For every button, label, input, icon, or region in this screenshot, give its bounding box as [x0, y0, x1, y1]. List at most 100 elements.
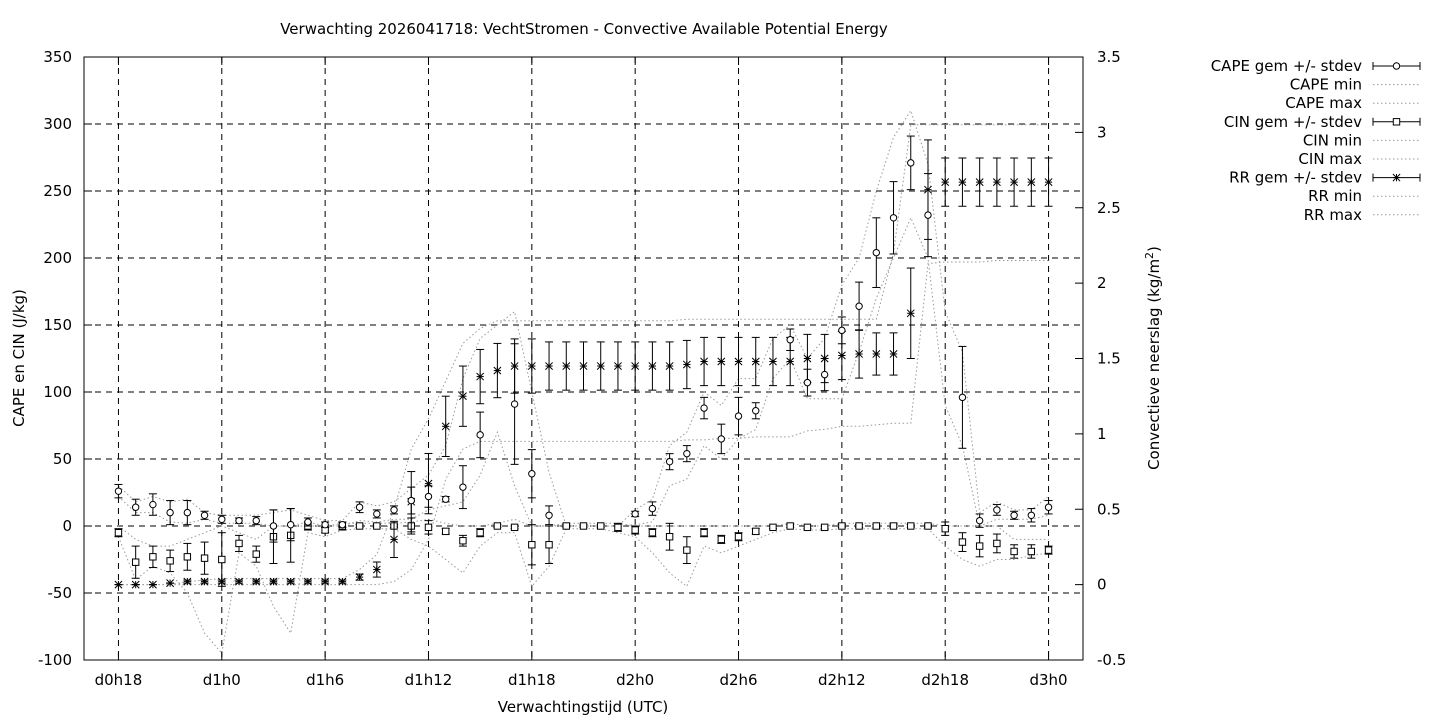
rr-point	[441, 395, 450, 457]
y-tick-label: 100	[43, 383, 72, 401]
cape-marker	[1044, 503, 1053, 511]
rr-marker	[200, 577, 209, 586]
rr-marker-d2	[786, 357, 795, 366]
cape-marker	[1010, 511, 1018, 519]
rr-marker	[992, 178, 1001, 187]
cape-point	[183, 500, 192, 526]
rr-marker-d2	[734, 357, 743, 366]
cin-marker	[218, 555, 226, 564]
cape-point	[751, 402, 760, 420]
cape-point	[820, 358, 829, 392]
cin-point	[562, 522, 571, 530]
rr-point	[527, 338, 536, 394]
rr-marker	[562, 362, 571, 370]
rr-point	[579, 341, 588, 391]
cape-point	[1010, 510, 1019, 520]
rr-marker-d2	[717, 357, 726, 366]
rr-marker-d2	[941, 178, 950, 187]
cin-marker	[1010, 547, 1018, 556]
cape-marker	[665, 457, 674, 466]
cape-marker	[252, 516, 260, 525]
rr-marker-d2	[527, 362, 536, 370]
x-tick-label: d2h0	[616, 671, 654, 689]
cin-marker	[424, 523, 433, 532]
rr-marker	[958, 178, 967, 187]
rr-marker	[1027, 178, 1036, 187]
cape-marker	[1027, 511, 1036, 519]
rr-marker-d2	[321, 577, 330, 586]
rr-point	[235, 577, 244, 586]
y-tick-label: -100	[38, 651, 72, 669]
cape-point	[424, 485, 433, 508]
rr-point	[648, 341, 657, 391]
cape-point	[286, 508, 295, 542]
rr-point	[545, 341, 554, 391]
cin-point	[372, 522, 381, 530]
rr-point	[872, 332, 881, 376]
cin-marker	[252, 550, 260, 558]
cin-point	[596, 522, 605, 530]
rr-marker-d2	[1044, 178, 1053, 187]
cape-marker	[975, 516, 984, 525]
cin-marker	[803, 523, 812, 532]
cin-point	[235, 534, 244, 552]
cape-point	[665, 453, 674, 471]
rr-marker	[889, 350, 898, 358]
y2-tick-label: 0	[1097, 576, 1107, 594]
cape-marker	[442, 495, 450, 503]
cape-marker	[407, 496, 415, 505]
cape-marker	[752, 407, 760, 415]
rr-point	[958, 157, 967, 207]
cin-marker	[493, 522, 502, 530]
cape-marker	[286, 520, 295, 529]
rr-marker-d2	[906, 309, 915, 318]
cape-point	[1044, 500, 1053, 515]
cin-point	[1010, 544, 1019, 559]
cin-marker	[820, 523, 829, 532]
cin-point	[1044, 545, 1053, 555]
rr-marker-d2	[769, 357, 777, 366]
rr-marker-d2	[269, 577, 278, 586]
legend-label: CAPE min	[1290, 76, 1362, 94]
rr-point	[355, 573, 364, 582]
cape-point	[631, 510, 640, 518]
y2-tick-label: 3.5	[1097, 48, 1121, 66]
cin-point	[803, 523, 812, 532]
y2-tick-label: 2	[1097, 274, 1107, 292]
y2-axis-label-sup: 2	[1143, 252, 1156, 259]
rr-marker	[235, 577, 243, 586]
rr-marker-d2	[286, 577, 295, 586]
legend-label: RR max	[1304, 206, 1362, 224]
cape-point	[889, 181, 898, 255]
legend-entry: CAPE min	[1290, 76, 1420, 94]
y2-axis-label-main: Convectieve neerslag (kg/m	[1145, 259, 1163, 470]
x-tick-label: d1h6	[306, 671, 344, 689]
rr-point	[166, 579, 175, 588]
rr-marker	[631, 362, 640, 370]
legend-entry: CAPE max	[1285, 94, 1420, 112]
rr-marker	[613, 362, 622, 370]
cin-point	[855, 522, 864, 530]
rr-marker	[855, 350, 864, 358]
cape-point	[1027, 508, 1036, 523]
rr-marker	[286, 577, 295, 586]
rr-point	[613, 341, 622, 391]
cin-marker	[614, 523, 622, 532]
rr-marker-d2	[131, 580, 140, 589]
cin-point	[820, 523, 829, 532]
cape-marker	[183, 508, 192, 517]
cape-point	[923, 173, 932, 258]
rr-marker-d2	[252, 577, 261, 586]
rr-point	[941, 157, 950, 207]
rr-marker	[751, 357, 760, 366]
rr-marker-d2	[751, 357, 760, 366]
cin-point	[579, 522, 588, 530]
rr-marker-d2	[596, 362, 605, 370]
rr-point	[303, 577, 312, 586]
cin-point	[648, 528, 657, 538]
cape-point	[200, 510, 209, 520]
cin-marker	[510, 523, 519, 532]
y2-tick-label: 2.5	[1097, 199, 1121, 217]
